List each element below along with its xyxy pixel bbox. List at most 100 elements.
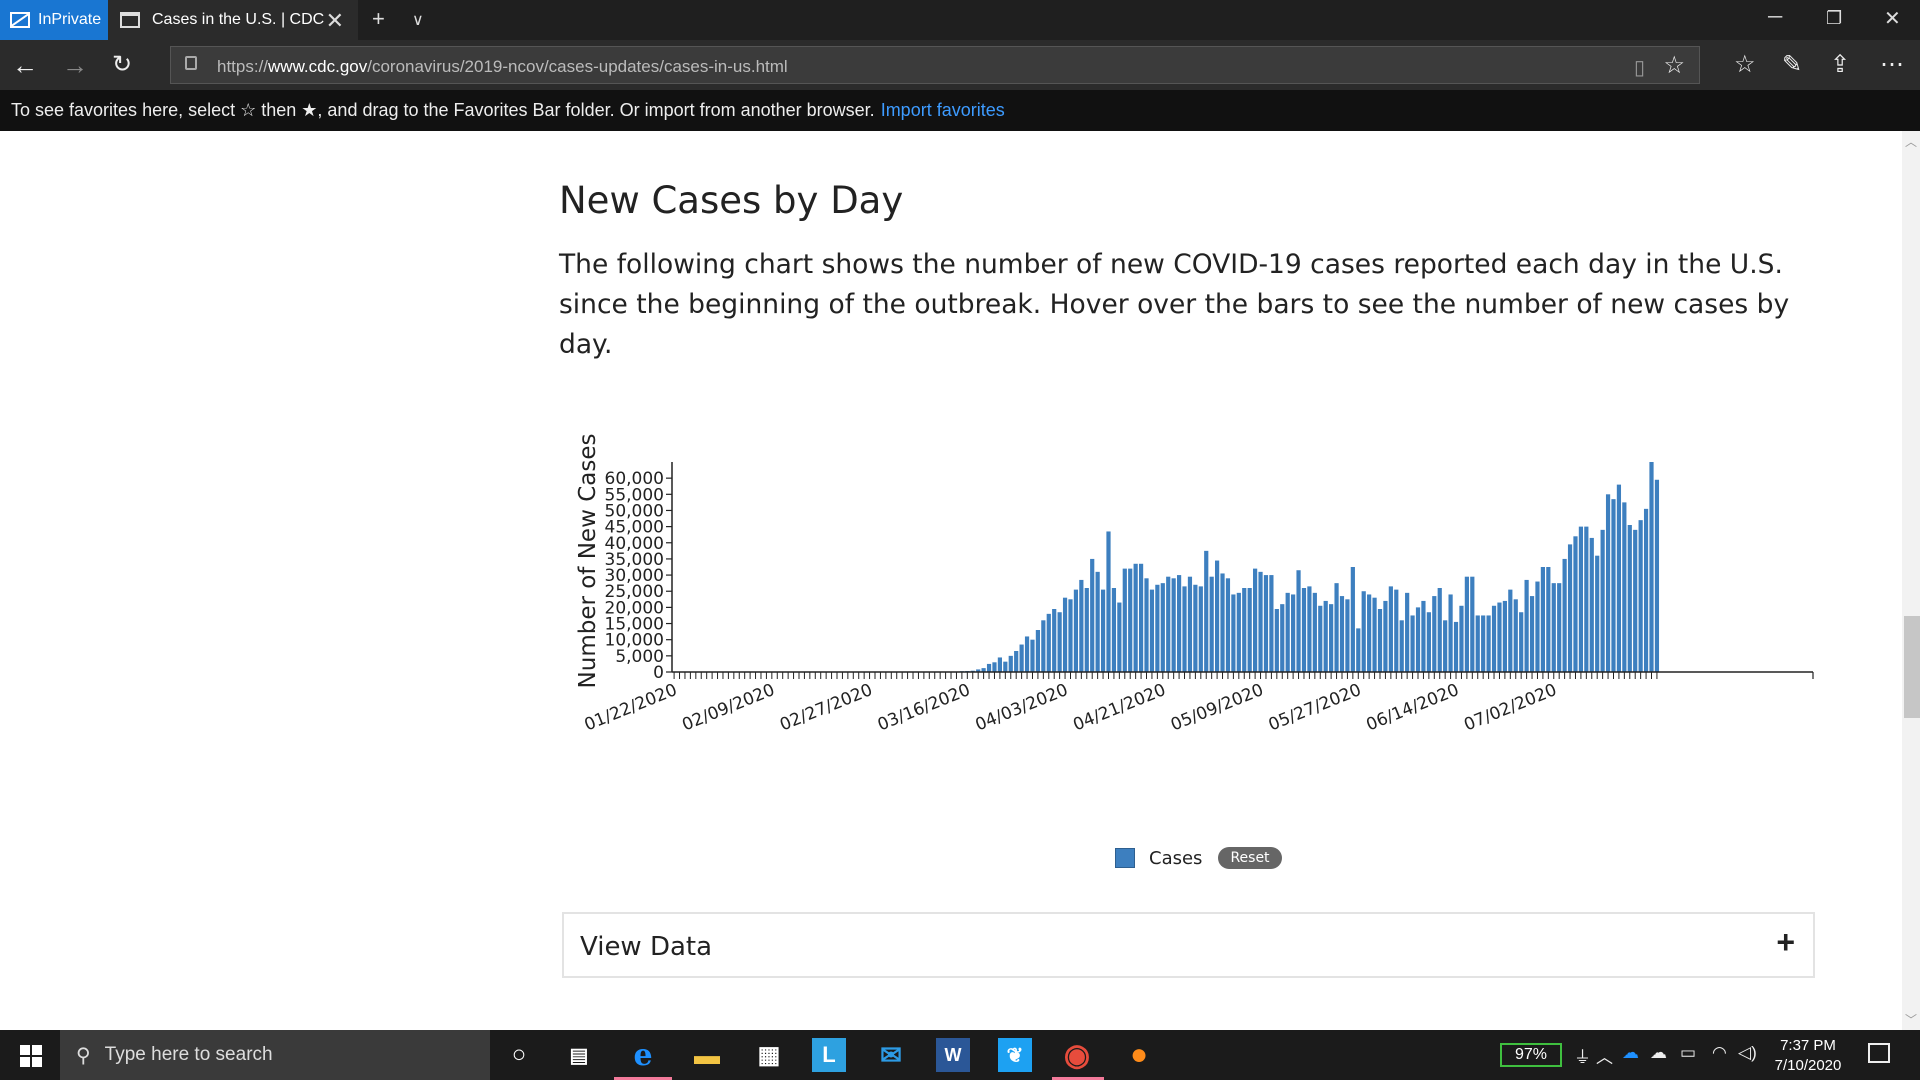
- windows-start-icon[interactable]: [20, 1045, 42, 1067]
- bar[interactable]: [1166, 576, 1171, 672]
- bar[interactable]: [1307, 586, 1312, 672]
- bar[interactable]: [1052, 609, 1057, 672]
- bar[interactable]: [1643, 508, 1649, 672]
- address-bar[interactable]: https://www.cdc.gov/coronavirus/2019-nco…: [170, 46, 1700, 84]
- bar[interactable]: [986, 663, 992, 672]
- bar[interactable]: [1459, 605, 1464, 672]
- bar[interactable]: [1138, 563, 1144, 672]
- bar[interactable]: [1100, 589, 1106, 672]
- onedrive-icon[interactable]: ☁: [1622, 1043, 1639, 1062]
- favorites-hub-icon[interactable]: ☆: [1734, 51, 1756, 78]
- bar[interactable]: [1084, 588, 1089, 672]
- forward-icon[interactable]: →: [62, 50, 88, 80]
- bar[interactable]: [1334, 583, 1339, 672]
- bar[interactable]: [1128, 568, 1133, 672]
- bar[interactable]: [997, 657, 1002, 672]
- bar[interactable]: [1003, 661, 1008, 672]
- bar[interactable]: [1372, 597, 1377, 672]
- scroll-thumb[interactable]: [1904, 616, 1920, 718]
- inprivate-badge[interactable]: InPrivate: [0, 0, 108, 40]
- bar[interactable]: [1540, 567, 1545, 672]
- bar[interactable]: [1481, 615, 1486, 672]
- bar[interactable]: [1567, 544, 1573, 672]
- url-text[interactable]: https://www.cdc.gov/coronavirus/2019-nco…: [217, 57, 788, 76]
- bar[interactable]: [1225, 578, 1231, 672]
- bar[interactable]: [1421, 600, 1426, 672]
- bar[interactable]: [1095, 571, 1100, 672]
- bar[interactable]: [1339, 596, 1345, 672]
- bar[interactable]: [1600, 529, 1605, 672]
- bar[interactable]: [1399, 620, 1404, 672]
- bar[interactable]: [1638, 520, 1643, 672]
- bar[interactable]: [1198, 586, 1203, 672]
- legend-label[interactable]: Cases: [1149, 847, 1203, 869]
- bar[interactable]: [1247, 588, 1252, 672]
- bar[interactable]: [1068, 599, 1073, 672]
- bar[interactable]: [1041, 620, 1046, 672]
- taskbar-search-box[interactable]: ⚲ Type here to search: [60, 1030, 490, 1080]
- bar[interactable]: [1502, 600, 1507, 672]
- bar[interactable]: [1193, 584, 1198, 672]
- bar[interactable]: [1405, 592, 1410, 672]
- bar[interactable]: [1448, 594, 1453, 672]
- bar[interactable]: [1231, 594, 1236, 672]
- bar[interactable]: [1019, 644, 1024, 672]
- bar[interactable]: [1508, 589, 1513, 672]
- bar[interactable]: [1253, 568, 1258, 672]
- bar[interactable]: [1595, 555, 1600, 672]
- bar[interactable]: [1415, 607, 1421, 672]
- bar[interactable]: [1557, 583, 1562, 672]
- bar[interactable]: [1491, 605, 1497, 672]
- bar[interactable]: [1426, 612, 1431, 672]
- pen-icon[interactable]: ✎: [1782, 51, 1803, 78]
- bar[interactable]: [1111, 588, 1117, 672]
- bar[interactable]: [1008, 655, 1013, 672]
- volume-icon[interactable]: ◁): [1738, 1043, 1757, 1062]
- bar[interactable]: [1329, 604, 1334, 672]
- bar[interactable]: [1014, 651, 1019, 672]
- bar[interactable]: [1024, 636, 1030, 672]
- bar[interactable]: [976, 669, 981, 672]
- bar[interactable]: [1611, 499, 1616, 672]
- bar[interactable]: [1171, 578, 1176, 672]
- bar[interactable]: [1220, 573, 1225, 672]
- battery-icon[interactable]: ▭: [1680, 1043, 1697, 1062]
- bar[interactable]: [1589, 537, 1594, 672]
- plus-icon[interactable]: +: [1776, 924, 1795, 960]
- tab-cdc-cases[interactable]: Cases in the U.S. | CDC ✕: [108, 0, 358, 40]
- bar[interactable]: [1486, 615, 1491, 672]
- bar[interactable]: [1622, 502, 1627, 672]
- notification-center-icon[interactable]: [1868, 1043, 1890, 1063]
- bar[interactable]: [1605, 494, 1611, 672]
- bar[interactable]: [1535, 581, 1540, 672]
- new-tab-icon[interactable]: +: [372, 6, 385, 31]
- bar[interactable]: [1345, 599, 1350, 672]
- bar[interactable]: [1079, 579, 1084, 672]
- bar[interactable]: [1529, 596, 1535, 672]
- bar[interactable]: [1361, 591, 1366, 672]
- twitter-icon[interactable]: ❦: [998, 1038, 1032, 1072]
- minimize-icon[interactable]: ─: [1768, 6, 1783, 28]
- vertical-scrollbar[interactable]: ︿ ﹀: [1902, 131, 1920, 1030]
- bar[interactable]: [1312, 592, 1317, 672]
- edge-icon[interactable]: e: [633, 1037, 653, 1073]
- bar[interactable]: [1519, 612, 1524, 672]
- bar[interactable]: [1296, 570, 1301, 672]
- bar[interactable]: [1350, 567, 1355, 672]
- add-favorite-star-icon[interactable]: ☆: [1663, 52, 1685, 79]
- bar[interactable]: [1046, 613, 1051, 672]
- cortana-icon[interactable]: ○: [511, 1041, 527, 1068]
- l-app-icon[interactable]: L: [812, 1038, 846, 1072]
- file-explorer-icon[interactable]: ▬: [694, 1039, 720, 1070]
- reset-button[interactable]: Reset: [1218, 847, 1282, 869]
- bar[interactable]: [981, 668, 986, 672]
- bar[interactable]: [1584, 526, 1589, 672]
- bar[interactable]: [1280, 604, 1285, 672]
- bar[interactable]: [1204, 550, 1209, 672]
- bar[interactable]: [1090, 558, 1095, 672]
- taskbar-clock[interactable]: 7:37 PM 7/10/2020: [1760, 1036, 1856, 1076]
- bar[interactable]: [1285, 592, 1290, 672]
- tab-list-chevron-icon[interactable]: ∨: [412, 12, 424, 29]
- bar[interactable]: [1453, 621, 1459, 672]
- share-icon[interactable]: ⇪: [1830, 51, 1851, 78]
